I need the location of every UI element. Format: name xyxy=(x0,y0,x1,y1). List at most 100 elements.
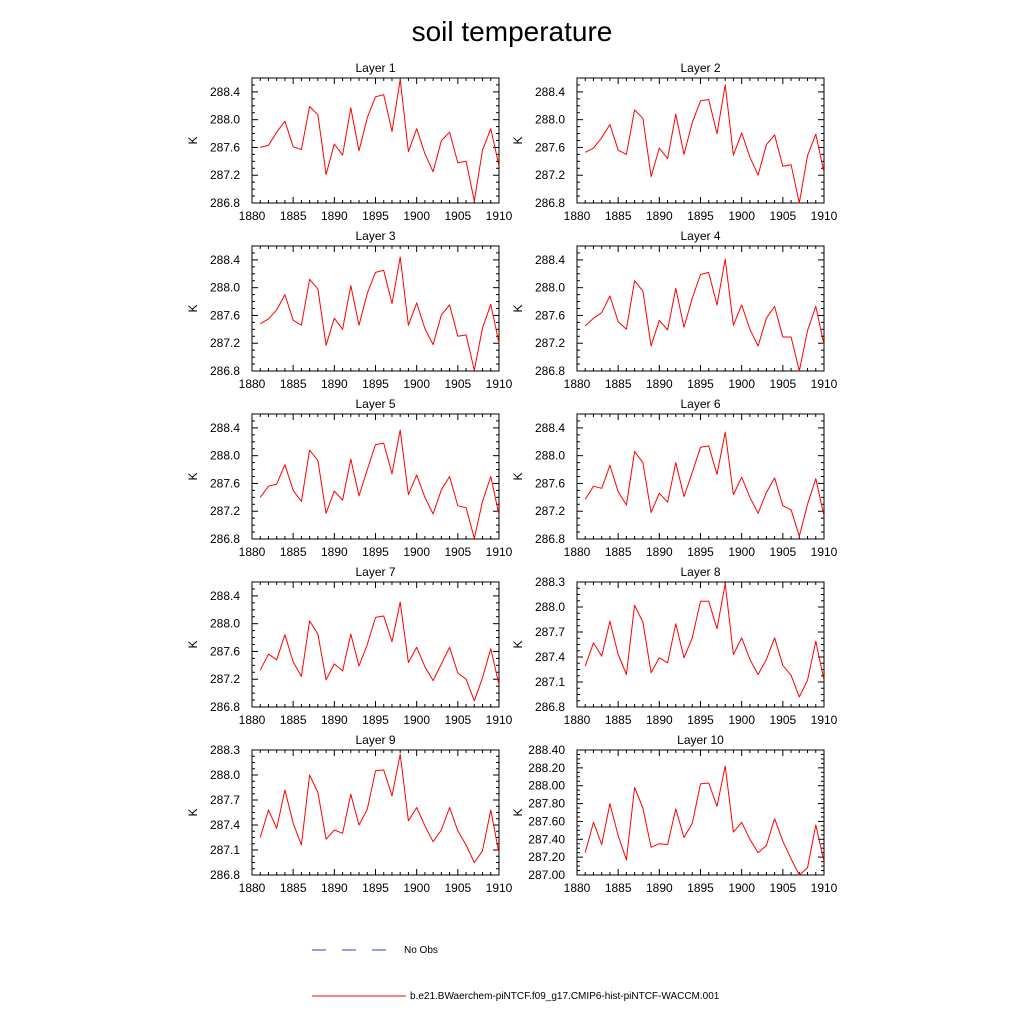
x-tick-label: 1900 xyxy=(728,209,755,223)
y-tick-label: 287.6 xyxy=(535,140,565,154)
x-tick-label: 1890 xyxy=(321,713,348,727)
x-tick-label: 1910 xyxy=(486,881,513,895)
x-tick-label: 1900 xyxy=(403,377,430,391)
y-tick-label: 288.4 xyxy=(210,85,240,99)
x-tick-label: 1910 xyxy=(811,377,838,391)
panel-title: Layer 4 xyxy=(680,229,720,243)
x-tick-label: 1905 xyxy=(769,377,796,391)
x-tick-label: 1880 xyxy=(239,881,266,895)
y-tick-label: 288.0 xyxy=(535,600,565,614)
x-tick-label: 1890 xyxy=(646,377,673,391)
y-tick-label: 288.0 xyxy=(535,281,565,295)
panel-title: Layer 8 xyxy=(680,565,720,579)
y-axis-label: K xyxy=(511,136,525,144)
x-tick-label: 1900 xyxy=(728,881,755,895)
x-tick-label: 1905 xyxy=(444,713,471,727)
panel-title: Layer 6 xyxy=(680,397,720,411)
y-axis-label: K xyxy=(186,472,200,480)
x-tick-label: 1895 xyxy=(687,881,714,895)
x-tick-label: 1895 xyxy=(362,377,389,391)
y-tick-label: 287.6 xyxy=(210,476,240,490)
y-tick-label: 286.8 xyxy=(535,532,565,546)
y-tick-label: 288.4 xyxy=(210,421,240,435)
main-title: soil temperature xyxy=(412,16,613,47)
y-tick-label: 288.0 xyxy=(210,617,240,631)
y-tick-label: 287.00 xyxy=(528,868,565,882)
panel-8: Layer 8 K 1880 1885 1890 1895 1900 1905 1910 286.… xyxy=(511,565,838,727)
x-tick-label: 1885 xyxy=(605,377,632,391)
x-tick-label: 1905 xyxy=(444,881,471,895)
y-tick-label: 287.7 xyxy=(210,793,240,807)
x-tick-label: 1900 xyxy=(728,377,755,391)
x-tick-label: 1900 xyxy=(403,209,430,223)
x-tick-label: 1905 xyxy=(769,881,796,895)
x-tick-label: 1910 xyxy=(811,545,838,559)
series-line xyxy=(584,84,825,204)
y-tick-label: 287.7 xyxy=(535,625,565,639)
y-tick-label: 286.8 xyxy=(535,196,565,210)
x-tick-label: 1890 xyxy=(321,377,348,391)
y-axis-label: K xyxy=(511,640,525,648)
x-tick-label: 1880 xyxy=(564,545,591,559)
panel-title: Layer 10 xyxy=(677,733,724,747)
x-tick-label: 1905 xyxy=(769,209,796,223)
x-tick-label: 1910 xyxy=(486,545,513,559)
panel-title: Layer 7 xyxy=(355,565,395,579)
x-tick-label: 1895 xyxy=(362,713,389,727)
x-tick-label: 1880 xyxy=(564,713,591,727)
x-tick-label: 1910 xyxy=(486,713,513,727)
y-tick-label: 287.2 xyxy=(210,504,240,518)
x-tick-label: 1890 xyxy=(646,545,673,559)
x-tick-label: 1880 xyxy=(239,209,266,223)
series-line xyxy=(259,753,500,863)
plot-frame xyxy=(251,749,500,876)
y-tick-label: 287.2 xyxy=(210,672,240,686)
x-tick-label: 1885 xyxy=(280,209,307,223)
x-tick-label: 1910 xyxy=(486,209,513,223)
x-tick-label: 1895 xyxy=(687,713,714,727)
panel-3: Layer 3 K 1880 1885 1890 1895 1900 1905 1910 286.… xyxy=(186,229,513,391)
x-tick-label: 1905 xyxy=(444,545,471,559)
y-tick-label: 288.00 xyxy=(528,779,565,793)
y-tick-label: 287.40 xyxy=(528,832,565,846)
y-tick-label: 287.4 xyxy=(210,818,240,832)
panel-2: Layer 2 K 1880 1885 1890 1895 1900 1905 1910 286.… xyxy=(511,61,838,223)
x-tick-label: 1905 xyxy=(769,713,796,727)
y-tick-label: 288.4 xyxy=(535,85,565,99)
x-tick-label: 1880 xyxy=(239,377,266,391)
series-line xyxy=(259,601,500,702)
panel-title: Layer 5 xyxy=(355,397,395,411)
y-tick-label: 287.6 xyxy=(210,140,240,154)
x-tick-label: 1910 xyxy=(811,209,838,223)
series-line xyxy=(260,78,500,202)
panel-grid: Layer 1 K 1880 1885 1890 1895 1900 1905 1910 286.… xyxy=(186,61,838,895)
x-tick-label: 1885 xyxy=(605,545,632,559)
y-tick-label: 288.4 xyxy=(210,253,240,267)
x-tick-label: 1890 xyxy=(321,881,348,895)
y-axis-label: K xyxy=(186,136,200,144)
panel-title: Layer 3 xyxy=(355,229,395,243)
y-tick-label: 287.4 xyxy=(535,650,565,664)
x-tick-label: 1885 xyxy=(605,209,632,223)
series-line xyxy=(259,429,500,539)
panel-4: Layer 4 K 1880 1885 1890 1895 1900 1905 1910 286.… xyxy=(511,229,838,391)
y-axis-label: K xyxy=(511,304,525,312)
plot-frame xyxy=(251,581,500,708)
y-tick-label: 288.40 xyxy=(528,743,565,757)
legend-obs-label: No Obs xyxy=(404,945,438,956)
y-tick-label: 286.8 xyxy=(210,700,240,714)
x-tick-label: 1895 xyxy=(687,377,714,391)
panel-9: Layer 9 K 1880 1885 1890 1895 1900 1905 1910 286.… xyxy=(186,733,513,895)
y-tick-label: 288.0 xyxy=(535,449,565,463)
panel-6: Layer 6 K 1880 1885 1890 1895 1900 1905 1910 286.… xyxy=(511,397,838,559)
x-tick-label: 1895 xyxy=(687,545,714,559)
y-tick-label: 288.4 xyxy=(535,253,565,267)
y-tick-label: 287.2 xyxy=(535,168,565,182)
x-tick-label: 1880 xyxy=(239,545,266,559)
y-axis-label: K xyxy=(186,640,200,648)
y-tick-label: 287.20 xyxy=(528,850,565,864)
x-tick-label: 1900 xyxy=(403,713,430,727)
x-tick-label: 1910 xyxy=(811,713,838,727)
x-tick-label: 1910 xyxy=(811,881,838,895)
